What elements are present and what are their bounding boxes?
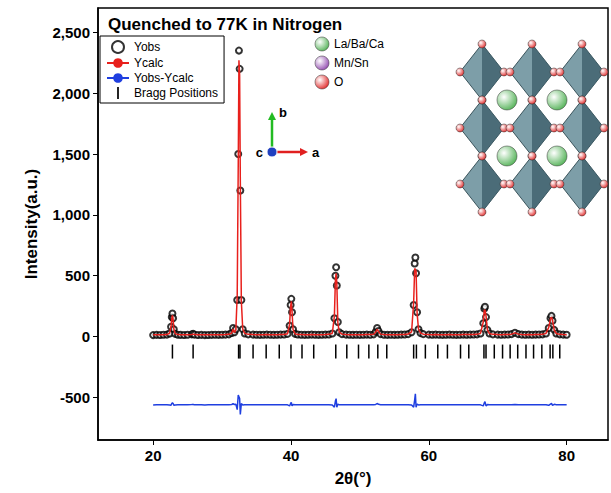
svg-text:1,000: 1,000	[52, 206, 90, 223]
svg-text:Yobs-Ycalc: Yobs-Ycalc	[134, 71, 194, 85]
svg-text:1,500: 1,500	[52, 146, 90, 163]
svg-text:40: 40	[283, 447, 300, 464]
svg-text:a: a	[312, 145, 320, 160]
svg-text:0: 0	[82, 328, 90, 345]
svg-text:c: c	[256, 145, 263, 160]
svg-text:500: 500	[65, 267, 90, 284]
svg-text:Mn/Sn: Mn/Sn	[334, 56, 369, 70]
svg-text:Quenched to 77K in Nitrogen: Quenched to 77K in Nitrogen	[108, 15, 342, 34]
svg-text:-500: -500	[60, 389, 90, 406]
svg-text:Ycalc: Ycalc	[134, 56, 163, 70]
svg-text:2,000: 2,000	[52, 85, 90, 102]
svg-text:b: b	[279, 105, 287, 120]
svg-text:20: 20	[145, 447, 162, 464]
svg-text:2θ(°): 2θ(°)	[335, 469, 372, 488]
svg-text:Bragg Positions: Bragg Positions	[134, 86, 218, 100]
svg-text:Intensity(a.u.): Intensity(a.u.)	[22, 169, 41, 280]
svg-text:80: 80	[558, 447, 575, 464]
svg-text:Yobs: Yobs	[134, 40, 160, 54]
svg-text:La/Ba/Ca: La/Ba/Ca	[334, 37, 384, 51]
svg-text:60: 60	[420, 447, 437, 464]
svg-text:O: O	[334, 75, 343, 89]
svg-text:2,500: 2,500	[52, 24, 90, 41]
